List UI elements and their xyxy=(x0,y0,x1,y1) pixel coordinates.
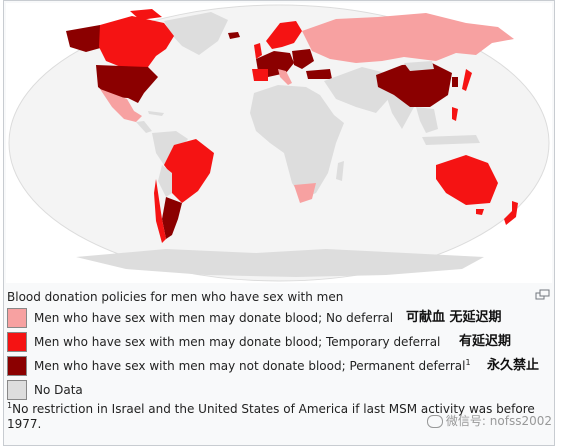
bolivia-paraguay xyxy=(158,165,172,197)
argentina xyxy=(162,197,182,239)
china xyxy=(376,63,452,107)
world-map xyxy=(6,3,552,283)
turkey xyxy=(306,69,332,79)
italy xyxy=(278,69,292,85)
greenland xyxy=(164,12,228,55)
japan xyxy=(462,69,472,91)
caption-title: Blood donation policies for men who have… xyxy=(7,290,344,304)
central-america xyxy=(136,121,152,133)
antarctica xyxy=(76,249,484,277)
madagascar xyxy=(336,161,344,181)
legend-label-chinese: 可献血 无延迟期 xyxy=(406,310,502,325)
world-map-svg xyxy=(8,4,550,282)
scandinavia xyxy=(266,21,302,49)
legend-swatch-temporary-deferral xyxy=(7,332,27,352)
legend-swatch-no-deferral xyxy=(7,308,27,328)
brazil xyxy=(164,139,214,203)
map-figure: Blood donation policies for men who have… xyxy=(3,0,555,446)
chile xyxy=(154,179,166,243)
watermark-text: 微信号: nofss2002 xyxy=(445,414,552,428)
enlarge-icon[interactable] xyxy=(535,289,550,300)
legend-swatch-permanent-deferral xyxy=(7,356,27,376)
southeast-asia xyxy=(416,107,438,133)
legend-label: No Data xyxy=(34,383,83,397)
footnote-text: No restriction in Israel and the United … xyxy=(7,402,535,431)
africa xyxy=(250,85,344,199)
wechat-watermark: 微信号: nofss2002 xyxy=(426,412,552,429)
australia xyxy=(436,155,498,205)
mongolia xyxy=(404,61,434,71)
legend-label: Men who have sex with men may donate blo… xyxy=(34,311,394,325)
legend-label: Men who have sex with men may not donate… xyxy=(34,358,471,374)
new-zealand xyxy=(504,201,518,225)
mexico xyxy=(100,89,142,122)
canada-islands xyxy=(130,9,162,20)
indonesia xyxy=(422,135,480,145)
middle-east xyxy=(324,67,392,113)
south-africa xyxy=(294,183,316,203)
iceland xyxy=(228,32,240,39)
philippines xyxy=(452,107,458,121)
legend-label-chinese: 永久禁止 xyxy=(487,358,540,373)
russia xyxy=(302,13,514,63)
eastern-europe xyxy=(292,49,314,69)
iberia xyxy=(252,69,268,81)
wechat-icon xyxy=(426,415,443,428)
canada xyxy=(99,16,174,69)
legend-label-chinese: 有延迟期 xyxy=(459,334,512,349)
legend-label: Men who have sex with men may donate blo… xyxy=(34,335,441,349)
caribbean xyxy=(148,111,164,116)
footnote-number: 1 xyxy=(7,401,13,410)
footnote-marker[interactable]: 1 xyxy=(465,358,471,367)
south-america-north xyxy=(152,131,188,165)
legend-label-text: Men who have sex with men may not donate… xyxy=(34,359,466,373)
korea xyxy=(452,77,458,87)
tasmania xyxy=(476,209,484,215)
alaska xyxy=(66,25,104,52)
footnote: 1No restriction in Israel and the United… xyxy=(7,402,552,432)
united-kingdom xyxy=(254,43,262,59)
legend-swatch-no-data xyxy=(7,380,27,400)
